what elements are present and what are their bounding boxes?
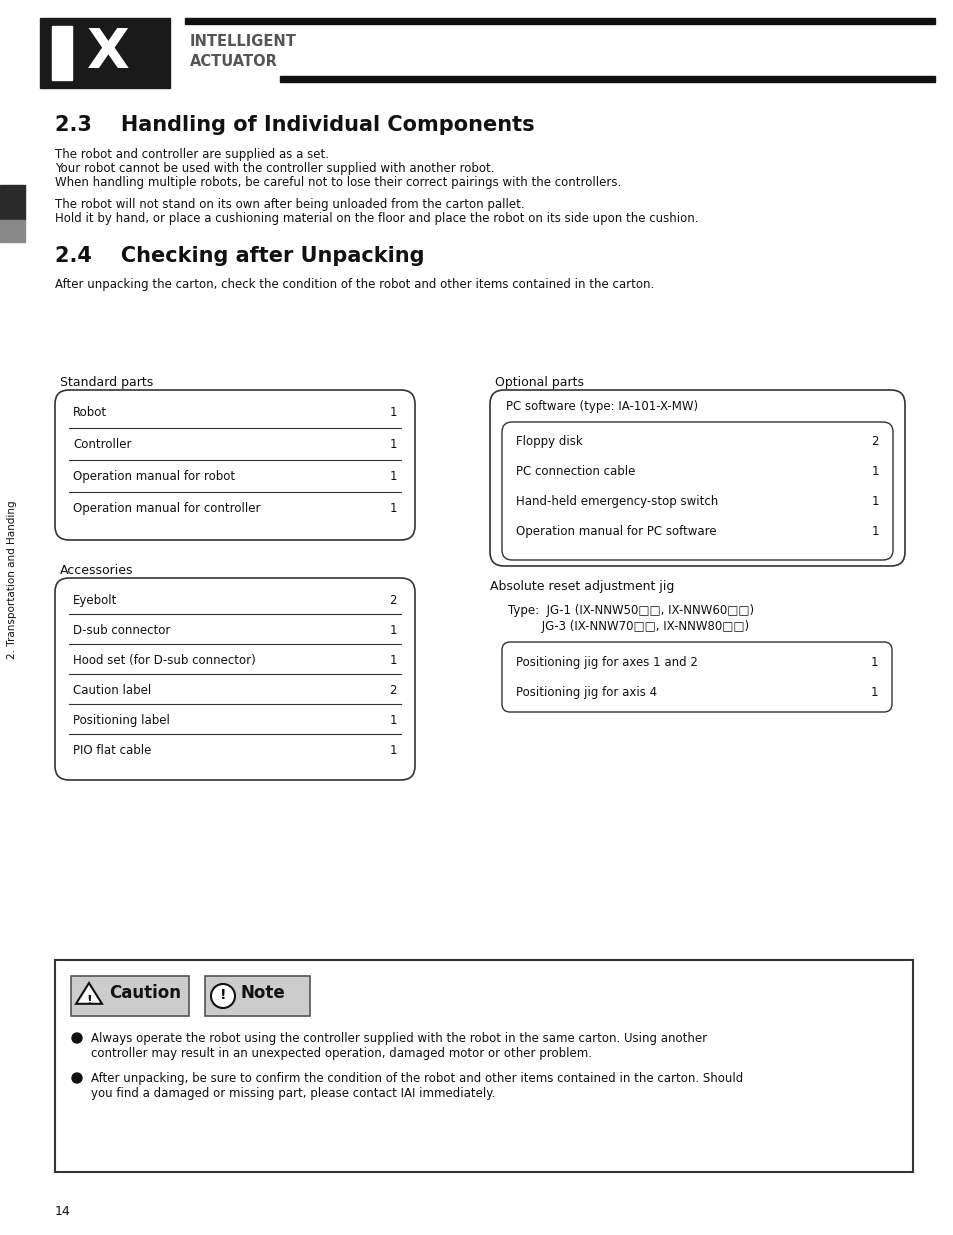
Bar <box>40 19 170 88</box>
Text: 2. Transportation and Handing: 2. Transportation and Handing <box>7 500 17 659</box>
Bar <box>55 960 912 1172</box>
Bar <box>71 976 189 1016</box>
FancyBboxPatch shape <box>501 642 891 713</box>
Text: Your robot cannot be used with the controller supplied with another robot.: Your robot cannot be used with the contr… <box>55 162 494 175</box>
Text: D-sub connector: D-sub connector <box>73 624 171 637</box>
Text: INTELLIGENT: INTELLIGENT <box>190 35 296 49</box>
Text: Hold it by hand, or place a cushioning material on the floor and place the robot: Hold it by hand, or place a cushioning m… <box>55 212 698 225</box>
Text: Robot: Robot <box>73 406 107 419</box>
Text: Note: Note <box>241 984 286 1002</box>
Text: 1: 1 <box>389 438 396 451</box>
Text: 1: 1 <box>389 624 396 637</box>
Bar <box>0 220 25 242</box>
Text: Standard parts: Standard parts <box>60 375 153 389</box>
Text: !: ! <box>219 988 226 1002</box>
Text: When handling multiple robots, be careful not to lose their correct pairings wit: When handling multiple robots, be carefu… <box>55 177 620 189</box>
Text: X: X <box>87 26 130 80</box>
Bar <box>0 185 25 220</box>
Text: The robot and controller are supplied as a set.: The robot and controller are supplied as… <box>55 148 329 161</box>
Text: 1: 1 <box>869 656 877 669</box>
Text: 2: 2 <box>871 435 878 448</box>
Text: 1: 1 <box>389 501 396 515</box>
Bar <box>280 77 934 82</box>
FancyBboxPatch shape <box>55 578 415 781</box>
Text: Floppy disk: Floppy disk <box>516 435 582 448</box>
Text: 1: 1 <box>389 471 396 483</box>
Text: Hood set (for D-sub connector): Hood set (for D-sub connector) <box>73 655 255 667</box>
Text: After unpacking the carton, check the condition of the robot and other items con: After unpacking the carton, check the co… <box>55 278 654 291</box>
Text: controller may result in an unexpected operation, damaged motor or other problem: controller may result in an unexpected o… <box>91 1047 592 1060</box>
Text: Caution label: Caution label <box>73 684 152 697</box>
Text: 1: 1 <box>871 466 878 478</box>
Text: Accessories: Accessories <box>60 564 133 577</box>
Text: 1: 1 <box>871 525 878 538</box>
Text: After unpacking, be sure to confirm the condition of the robot and other items c: After unpacking, be sure to confirm the … <box>91 1072 742 1086</box>
FancyBboxPatch shape <box>490 390 904 566</box>
Text: Optional parts: Optional parts <box>495 375 583 389</box>
Text: 1: 1 <box>871 495 878 508</box>
Polygon shape <box>76 983 102 1004</box>
Text: you find a damaged or missing part, please contact IAI immediately.: you find a damaged or missing part, plea… <box>91 1087 495 1100</box>
Text: Operation manual for robot: Operation manual for robot <box>73 471 234 483</box>
Text: Eyebolt: Eyebolt <box>73 594 117 606</box>
Text: The robot will not stand on its own after being unloaded from the carton pallet.: The robot will not stand on its own afte… <box>55 198 524 211</box>
Text: Operation manual for PC software: Operation manual for PC software <box>516 525 716 538</box>
Circle shape <box>71 1073 82 1083</box>
Text: 1: 1 <box>869 685 877 699</box>
Circle shape <box>71 1032 82 1044</box>
Text: Always operate the robot using the controller supplied with the robot in the sam: Always operate the robot using the contr… <box>91 1032 706 1045</box>
Text: 2: 2 <box>389 594 396 606</box>
Text: Positioning label: Positioning label <box>73 714 170 727</box>
Text: Operation manual for controller: Operation manual for controller <box>73 501 260 515</box>
Bar <box>205 976 310 1016</box>
Text: 2.3    Handling of Individual Components: 2.3 Handling of Individual Components <box>55 115 534 135</box>
Circle shape <box>211 984 234 1008</box>
Bar <box>185 19 934 23</box>
Text: ACTUATOR: ACTUATOR <box>190 54 277 69</box>
Text: 1: 1 <box>389 743 396 757</box>
Text: Positioning jig for axis 4: Positioning jig for axis 4 <box>516 685 657 699</box>
Bar <box>52 26 71 80</box>
FancyBboxPatch shape <box>501 422 892 559</box>
Text: Caution: Caution <box>109 984 181 1002</box>
Text: 1: 1 <box>389 406 396 419</box>
Text: Absolute reset adjustment jig: Absolute reset adjustment jig <box>490 580 674 593</box>
Text: 2.4    Checking after Unpacking: 2.4 Checking after Unpacking <box>55 246 424 266</box>
Text: Controller: Controller <box>73 438 132 451</box>
Text: PC connection cable: PC connection cable <box>516 466 635 478</box>
Text: Hand-held emergency-stop switch: Hand-held emergency-stop switch <box>516 495 718 508</box>
Text: Positioning jig for axes 1 and 2: Positioning jig for axes 1 and 2 <box>516 656 698 669</box>
Text: Type:  JG-1 (IX-NNW50□□, IX-NNW60□□): Type: JG-1 (IX-NNW50□□, IX-NNW60□□) <box>507 604 753 618</box>
Text: 2: 2 <box>389 684 396 697</box>
Text: !: ! <box>86 993 91 1007</box>
Text: PIO flat cable: PIO flat cable <box>73 743 152 757</box>
Text: 1: 1 <box>389 714 396 727</box>
Text: 14: 14 <box>55 1205 71 1218</box>
Text: PC software (type: IA-101-X-MW): PC software (type: IA-101-X-MW) <box>505 400 698 412</box>
Text: JG-3 (IX-NNW70□□, IX-NNW80□□): JG-3 (IX-NNW70□□, IX-NNW80□□) <box>507 620 748 634</box>
Text: 1: 1 <box>389 655 396 667</box>
FancyBboxPatch shape <box>55 390 415 540</box>
